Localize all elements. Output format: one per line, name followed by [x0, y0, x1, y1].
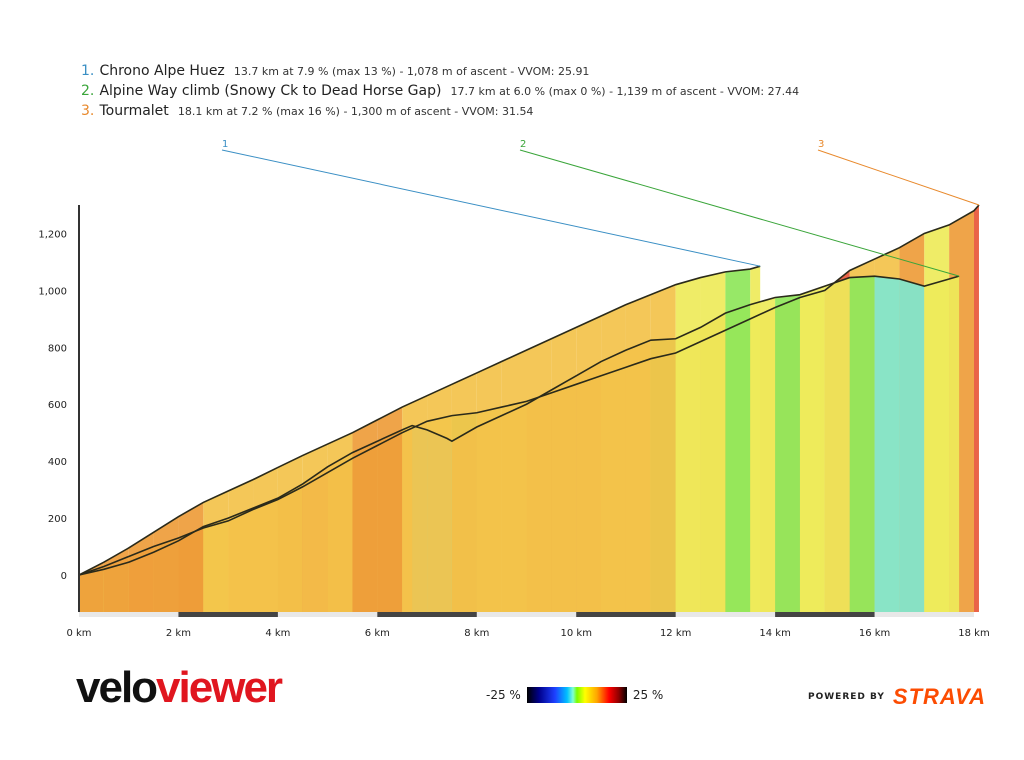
callout-label-2: 2: [520, 139, 526, 150]
series-1-segment: [352, 419, 378, 612]
series-3-line[interactable]: [78, 204, 980, 576]
y-tick-label: 400: [48, 457, 67, 468]
scale-bar: [526, 687, 627, 703]
x-tick-label: 4 km: [265, 628, 290, 639]
series-1-segment: [327, 432, 353, 612]
series-1-segment: [650, 284, 676, 612]
legend-name: Chrono Alpe Huez: [99, 63, 225, 79]
x-axis-band-dark: [178, 612, 278, 617]
x-tick-label: 0 km: [66, 628, 91, 639]
series-1-segment: [203, 491, 229, 612]
x-tick-label: 12 km: [660, 628, 691, 639]
series-callouts: 1 2 3: [221, 139, 980, 277]
legend-stats: 17.7 km at 6.0 % (max 0 %) - 1,139 m of …: [450, 85, 800, 98]
series-1-segment: [79, 562, 104, 612]
series-1-segment: [253, 467, 278, 612]
x-tick-label: 8 km: [464, 628, 489, 639]
x-tick-label: 6 km: [365, 628, 390, 639]
profile-lines: [78, 204, 980, 576]
chart-legend: 1. Chrono Alpe Huez 13.7 km at 7.9 % (ma…: [81, 60, 799, 120]
series-1-segment: [451, 372, 477, 612]
gradient-color-scale: -25 % 25 %: [486, 686, 663, 704]
legend-index: 3.: [81, 103, 95, 119]
x-tick-label: 2 km: [166, 628, 191, 639]
series-2-segment: [849, 276, 875, 612]
series-1-segment: [501, 350, 527, 612]
x-tick-label: 18 km: [958, 628, 989, 639]
series-1-segment: [576, 316, 602, 612]
series-3-segment: [974, 205, 979, 612]
x-axis-band-dark: [377, 612, 477, 617]
strava-logo: STRAVA: [892, 684, 987, 709]
series-1-segment: [601, 304, 626, 612]
x-tick-label: 10 km: [561, 628, 592, 639]
powered-by-label: POWERED BY: [808, 692, 885, 702]
legend-stats: 13.7 km at 7.9 % (max 13 %) - 1,078 m of…: [233, 65, 590, 78]
x-axis-band-dark: [775, 612, 875, 617]
series-2-segment: [874, 276, 900, 612]
series-1-segment: [427, 384, 452, 612]
veloviewer-logo[interactable]: veloviewer: [76, 664, 316, 712]
series-2-segment: [899, 279, 925, 612]
callout-label-3: 3: [818, 139, 824, 150]
svg-text:veloviewer: veloviewer: [76, 664, 283, 712]
series-1-segment: [302, 444, 328, 612]
scale-max-label: 25 %: [632, 688, 664, 702]
series-1-segment: [377, 407, 403, 612]
x-axis-band-dark: [576, 612, 676, 617]
legend-entry-2[interactable]: 2. Alpine Way climb (Snowy Ck to Dead Ho…: [81, 80, 799, 100]
series-1-segment: [700, 271, 726, 612]
scale-min-label: -25 %: [486, 688, 521, 702]
series-1-segment: [128, 532, 154, 612]
series-1-segment: [228, 479, 254, 612]
series-2-segment: [775, 294, 800, 612]
series-2-segment: [924, 279, 950, 612]
series-1-segment: [551, 327, 577, 612]
x-tick-label: 16 km: [859, 628, 890, 639]
series-2-line[interactable]: [78, 275, 960, 576]
chart-axes: 0 200 400 600 800 1,000 1,200 0 km 2 km 4 km 6 km 8…: [38, 205, 990, 639]
powered-by-strava[interactable]: POWERED BY STRAVA: [808, 684, 986, 710]
legend-stats: 18.1 km at 7.2 % (max 16 %) - 1,300 m of…: [177, 105, 534, 118]
series-1-segment: [402, 395, 428, 612]
series-1-segment: [725, 269, 751, 612]
y-tick-label: 800: [48, 343, 67, 354]
legend-name: Tourmalet: [99, 103, 169, 119]
callout-line-1: [221, 149, 761, 267]
x-axis-band: [79, 612, 974, 617]
series-2-segment: [949, 276, 960, 612]
callout-line-3: [817, 149, 980, 206]
y-tick-label: 1,200: [38, 229, 67, 240]
series-1-segment: [178, 502, 204, 612]
series-2-segment: [799, 286, 825, 612]
series-1-segment: [625, 294, 651, 612]
series-2-segment: [824, 277, 850, 612]
series-1-segment: [153, 516, 179, 612]
legend-name: Alpine Way climb (Snowy Ck to Dead Horse…: [99, 83, 442, 99]
series-1-segment: [526, 338, 552, 612]
x-tick-label: 14 km: [759, 628, 790, 639]
series-1-segment: [277, 455, 303, 612]
callout-label-1: 1: [222, 139, 228, 150]
legend-index: 2.: [81, 83, 95, 99]
series-1-line[interactable]: [78, 265, 761, 576]
y-tick-label: 600: [48, 400, 67, 411]
callout-line-2: [519, 149, 960, 277]
series-1-segment: [675, 277, 701, 612]
y-tick-label: 0: [61, 571, 67, 582]
series-1-segment: [750, 266, 761, 612]
y-tick-label: 1,000: [38, 286, 67, 297]
legend-index: 1.: [81, 63, 95, 79]
gradient-fills: [79, 205, 979, 612]
y-tick-label: 200: [48, 514, 67, 525]
series-1-segment: [476, 361, 502, 612]
legend-entry-3[interactable]: 3. Tourmalet 18.1 km at 7.2 % (max 16 %)…: [81, 100, 799, 120]
legend-entry-1[interactable]: 1. Chrono Alpe Huez 13.7 km at 7.9 % (ma…: [81, 60, 799, 80]
